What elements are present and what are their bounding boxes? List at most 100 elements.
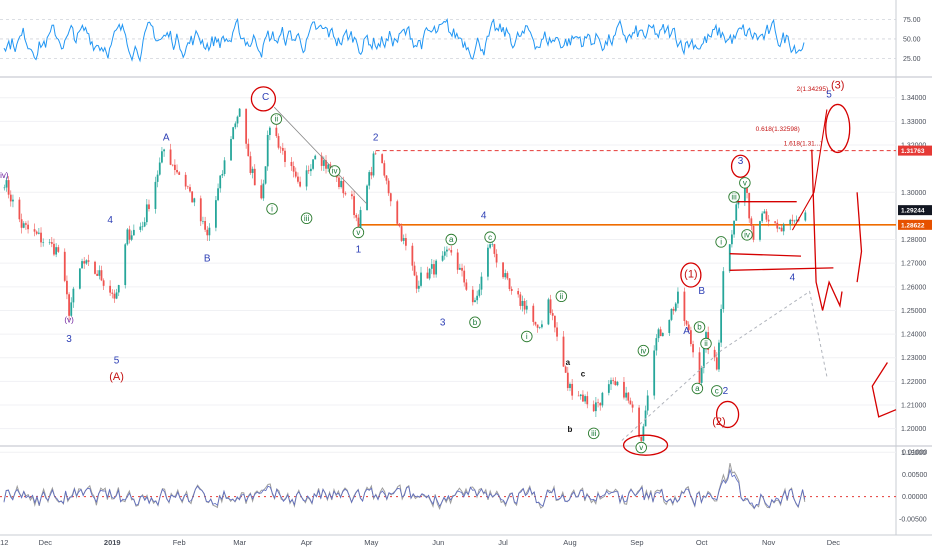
candle-body xyxy=(148,204,150,209)
candle-body xyxy=(532,305,535,322)
candle-body xyxy=(534,321,537,325)
highlight-circle-v[interactable] xyxy=(622,434,669,456)
price-tick-label: 1.20000 xyxy=(901,426,926,433)
candle-body xyxy=(42,242,45,243)
wave-label: a xyxy=(566,358,571,367)
momentum-pane[interactable] xyxy=(0,462,896,511)
candle-body xyxy=(268,127,271,136)
candle-body xyxy=(78,268,81,289)
highlight-circle-1[interactable] xyxy=(680,262,702,288)
candle-body xyxy=(579,394,582,397)
wave-label: (3) xyxy=(831,79,844,91)
candle-body xyxy=(342,180,345,194)
candle-body xyxy=(471,289,474,303)
candle-body xyxy=(683,291,686,322)
candle-body xyxy=(687,324,690,331)
date-tick-label: Feb xyxy=(173,538,186,547)
price-tag xyxy=(898,219,932,230)
candle-body xyxy=(314,155,317,160)
candle-body xyxy=(234,123,237,128)
candle-body xyxy=(674,303,677,311)
candle-body xyxy=(387,180,390,194)
wave-circle xyxy=(328,165,341,177)
freehand-swoop[interactable] xyxy=(856,192,863,283)
freehand-curve[interactable] xyxy=(811,149,843,311)
candle-body xyxy=(109,285,112,293)
price-tick-label: 1.23000 xyxy=(901,355,926,362)
wave-label: 4 xyxy=(481,210,487,221)
candle-body xyxy=(230,139,232,161)
candle-body xyxy=(173,164,176,170)
candle-body xyxy=(782,224,785,232)
channel-base-line[interactable] xyxy=(729,267,834,271)
candle-body xyxy=(489,244,492,248)
oscillator-pane[interactable] xyxy=(0,17,896,63)
candle-body xyxy=(236,116,239,124)
date-tick-label: Oct xyxy=(696,538,709,547)
candle-body xyxy=(96,273,99,276)
highlight-circle-c[interactable] xyxy=(250,86,277,112)
wave-circle xyxy=(741,229,753,241)
highlight-circle-2[interactable] xyxy=(715,400,740,429)
trend-line[interactable] xyxy=(273,106,368,205)
wave-circle xyxy=(555,290,568,303)
wave-label: 3 xyxy=(66,334,72,345)
candle-body xyxy=(789,219,792,225)
candle-body xyxy=(72,288,75,303)
candle-body xyxy=(33,229,36,232)
candle-body xyxy=(607,384,610,393)
candle-body xyxy=(752,226,755,240)
highlight-circle-3[interactable] xyxy=(730,154,751,178)
price-tick-label: 1.19000 xyxy=(901,450,926,457)
date-tick-label: 2019 xyxy=(104,538,121,547)
price-pane[interactable] xyxy=(0,97,896,453)
candle-body xyxy=(275,127,278,137)
annotation-layer: 0.618(1.32598)1.618(1.31...)2(1.34295)iv… xyxy=(0,79,897,456)
candle-body xyxy=(161,151,163,163)
candle-body xyxy=(85,260,88,264)
candle-body xyxy=(670,308,673,320)
guide-dotted-line[interactable] xyxy=(621,290,828,441)
candle-body xyxy=(428,268,431,279)
candle-body xyxy=(759,221,761,240)
candle-body xyxy=(158,162,161,175)
channel-lower-line[interactable] xyxy=(729,253,802,257)
candle-body xyxy=(433,264,435,275)
projection-arrow[interactable] xyxy=(791,109,828,231)
candle-body xyxy=(763,211,766,214)
candle-body xyxy=(22,223,25,228)
candle-body xyxy=(48,242,51,243)
candle-body xyxy=(383,163,386,176)
highlight-circle-target[interactable] xyxy=(825,103,851,154)
candle-body xyxy=(491,244,494,245)
candle-body xyxy=(525,305,528,310)
wave-circle-label: iii xyxy=(591,429,597,438)
wave-circle xyxy=(693,321,706,333)
candle-body xyxy=(366,185,368,211)
oscillator-tick-label: 25.00 xyxy=(903,56,921,63)
wave-label: 3 xyxy=(738,156,744,167)
candle-body xyxy=(322,160,325,166)
candle-body xyxy=(547,299,550,325)
candle-body xyxy=(780,227,783,232)
candle-body xyxy=(506,273,509,279)
wave-circle xyxy=(484,231,496,243)
date-tick-label: Aug xyxy=(563,538,576,547)
candle-body xyxy=(461,267,463,271)
wave-circle-label: iv xyxy=(332,167,338,176)
candle-body xyxy=(299,181,302,187)
freehand-arc[interactable] xyxy=(871,362,897,418)
price-tick-label: 1.22000 xyxy=(901,379,926,386)
candle-body xyxy=(50,242,53,244)
wave-circle-label: b xyxy=(473,318,478,327)
wave-circle xyxy=(728,191,740,203)
price-tick-label: 1.30000 xyxy=(901,190,926,197)
candle-body xyxy=(601,392,604,406)
candle-body xyxy=(458,267,461,270)
candle-body xyxy=(171,164,174,166)
candle-body xyxy=(202,221,204,222)
candle-body xyxy=(55,247,58,255)
candle-body xyxy=(206,229,209,236)
candle-body xyxy=(733,220,735,235)
candle-body xyxy=(672,308,675,311)
